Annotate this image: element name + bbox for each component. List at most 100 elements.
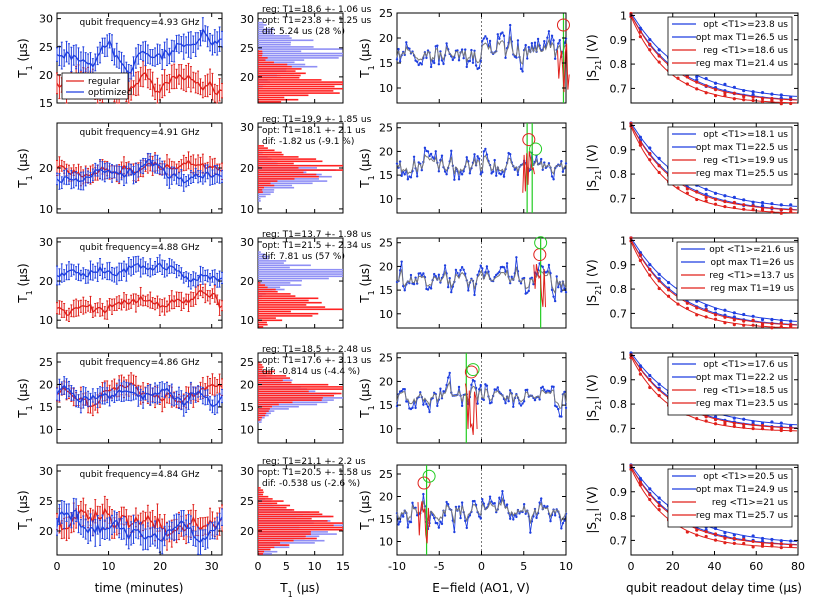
histogram-regular-bin — [258, 145, 264, 147]
s21-legend-entry: opt max T1=22.5 us — [696, 143, 788, 153]
timeseries-legend-box — [61, 72, 129, 100]
timeseries-ytick-label: 25 — [39, 41, 53, 54]
t1-label-unit: (μs) — [358, 263, 372, 290]
histogram-optimized-bin — [258, 182, 313, 185]
s21-ytick-label: 0.7 — [610, 192, 628, 205]
histogram-optimized-bin — [258, 542, 315, 544]
histogram-regular-bin — [258, 412, 267, 415]
histogram-regular-bin — [258, 101, 282, 103]
histogram-regular-bin — [258, 57, 268, 59]
histogram-ytick-label: 15 — [240, 401, 254, 414]
histogram-regular-bin — [258, 79, 322, 81]
t1-label-unit: (μs) — [16, 38, 30, 65]
timeseries-ylabel: T1 (μs) — [16, 378, 34, 419]
t1-label-main: T — [16, 295, 30, 304]
s21-label-sub: 21 — [594, 512, 603, 522]
histogram-regular-bin — [258, 502, 278, 505]
histogram-optimized-bin — [258, 553, 272, 555]
histogram-optimized-bin — [258, 30, 273, 33]
t1-label-unit: (μs) — [16, 378, 30, 405]
s21-ylabel: |S21| (V) — [585, 34, 603, 81]
s21-curve — [630, 124, 798, 211]
s21-curve — [630, 466, 798, 546]
histogram-regular-bin — [258, 419, 261, 421]
histogram-optimized-bin — [258, 266, 290, 269]
histogram-regular-bin — [258, 167, 299, 169]
histogram-optimized-bin — [258, 279, 302, 282]
histogram-optimized-bin — [258, 262, 284, 264]
s21-legend-entry: opt <T1>=23.8 us — [703, 20, 788, 30]
histogram-xtick-label: 15 — [336, 560, 350, 573]
s21-legend-entry: reg max T1=19 us — [710, 284, 794, 294]
histogram-regular-bin — [258, 317, 276, 319]
histogram-optimized-bin — [258, 189, 275, 191]
histogram-stat-line: opt: T1=17.6 +- 3.13 us — [262, 356, 372, 366]
histogram-stat-line: opt: T1=18.1 +- 2.1 us — [262, 126, 366, 136]
histogram-xlabel: T1 (μs) — [279, 581, 320, 599]
efield-ytick-label: 25 — [379, 7, 393, 20]
qubit-frequency-label: qubit frequency=4.84 GHz — [79, 470, 199, 480]
histogram-regular-bin — [258, 535, 306, 538]
efield-ylabel: T1 (μs) — [358, 148, 376, 189]
histogram-ytick-label: 30 — [240, 121, 254, 134]
histogram-ytick-label: 25 — [240, 42, 254, 55]
hist-xlabel-sub: 1 — [288, 590, 293, 599]
histogram-regular-bin — [258, 401, 293, 404]
histogram-regular-bin — [258, 388, 343, 390]
s21-legend-entry: reg max T1=25.7 us — [696, 511, 788, 521]
histogram-optimized-bin — [258, 37, 292, 39]
t1-label-unit: (μs) — [16, 490, 30, 517]
histogram-regular-bin — [258, 306, 326, 308]
timeseries-ytick-label: 20 — [39, 69, 53, 82]
efield-ytick-label: 20 — [379, 375, 393, 388]
s21-curve — [630, 466, 798, 546]
histogram-regular-bin — [258, 299, 309, 302]
s21-ytick-label: 0.9 — [610, 374, 628, 387]
efield-ytick-label: 10 — [379, 536, 393, 549]
histogram-optimized-bin — [258, 282, 291, 284]
t1-label-main: T — [358, 410, 372, 419]
histogram-regular-bin — [258, 513, 323, 516]
histogram-regular-bin — [258, 160, 323, 163]
s21-ytick-label: 0.8 — [610, 398, 628, 411]
histogram-stat-line: reg: T1=21.1 +- 2.2 us — [262, 457, 366, 467]
hist-xlabel-main: T — [279, 581, 288, 595]
histogram-regular-bin — [258, 96, 285, 99]
histogram-regular-bin — [258, 524, 334, 527]
s21-label-main: |S — [585, 295, 599, 307]
timeseries-regular-line — [56, 159, 223, 178]
histogram-regular-bin — [258, 381, 292, 384]
histogram-optimized-bin — [258, 59, 305, 61]
s21-ytick-label: 0.7 — [610, 82, 628, 95]
timeseries-xtick-label: 0 — [54, 560, 61, 573]
histogram-regular-bin — [258, 414, 266, 417]
histogram-regular-bin — [258, 500, 284, 502]
histogram-ytick-label: 20 — [240, 275, 254, 288]
histogram-regular-bin — [258, 515, 334, 518]
s21-ytick-label: 1 — [620, 234, 627, 247]
histogram-regular-bin — [258, 175, 319, 178]
histogram-regular-bin — [258, 528, 343, 531]
s21-curve — [630, 356, 798, 432]
histogram-optimized-bin — [258, 403, 318, 406]
histogram-stat-line: opt: T1=23.8 +- 1.25 us — [262, 16, 372, 26]
histogram-stat-line: dif: 7.81 us (57 %) — [262, 252, 345, 262]
efield-ytick-label: 15 — [379, 399, 393, 412]
histogram-optimized-bin — [258, 41, 291, 44]
timeseries-optimized-line — [56, 509, 223, 544]
histogram-regular-bin — [258, 282, 261, 284]
efield-ytick-label: 20 — [379, 145, 393, 158]
histogram-regular-bin — [258, 184, 275, 187]
histogram-ytick-label: 10 — [240, 203, 254, 216]
s21-legend-entry: opt <T1>=17.6 us — [703, 360, 788, 370]
t1-label-sub: 1 — [367, 175, 376, 180]
histogram-ytick-label: 20 — [240, 71, 254, 84]
histogram-ytick-label: 20 — [240, 379, 254, 392]
histogram-regular-bin — [258, 520, 328, 522]
t1-label-sub: 1 — [25, 65, 34, 70]
histogram-regular-bin — [258, 410, 269, 412]
histogram-regular-bin — [258, 509, 295, 511]
s21-legend-entry: opt max T1=22.2 us — [696, 373, 788, 383]
s21-label-sub: 21 — [594, 400, 603, 410]
histogram-ytick-label: 25 — [240, 495, 254, 508]
